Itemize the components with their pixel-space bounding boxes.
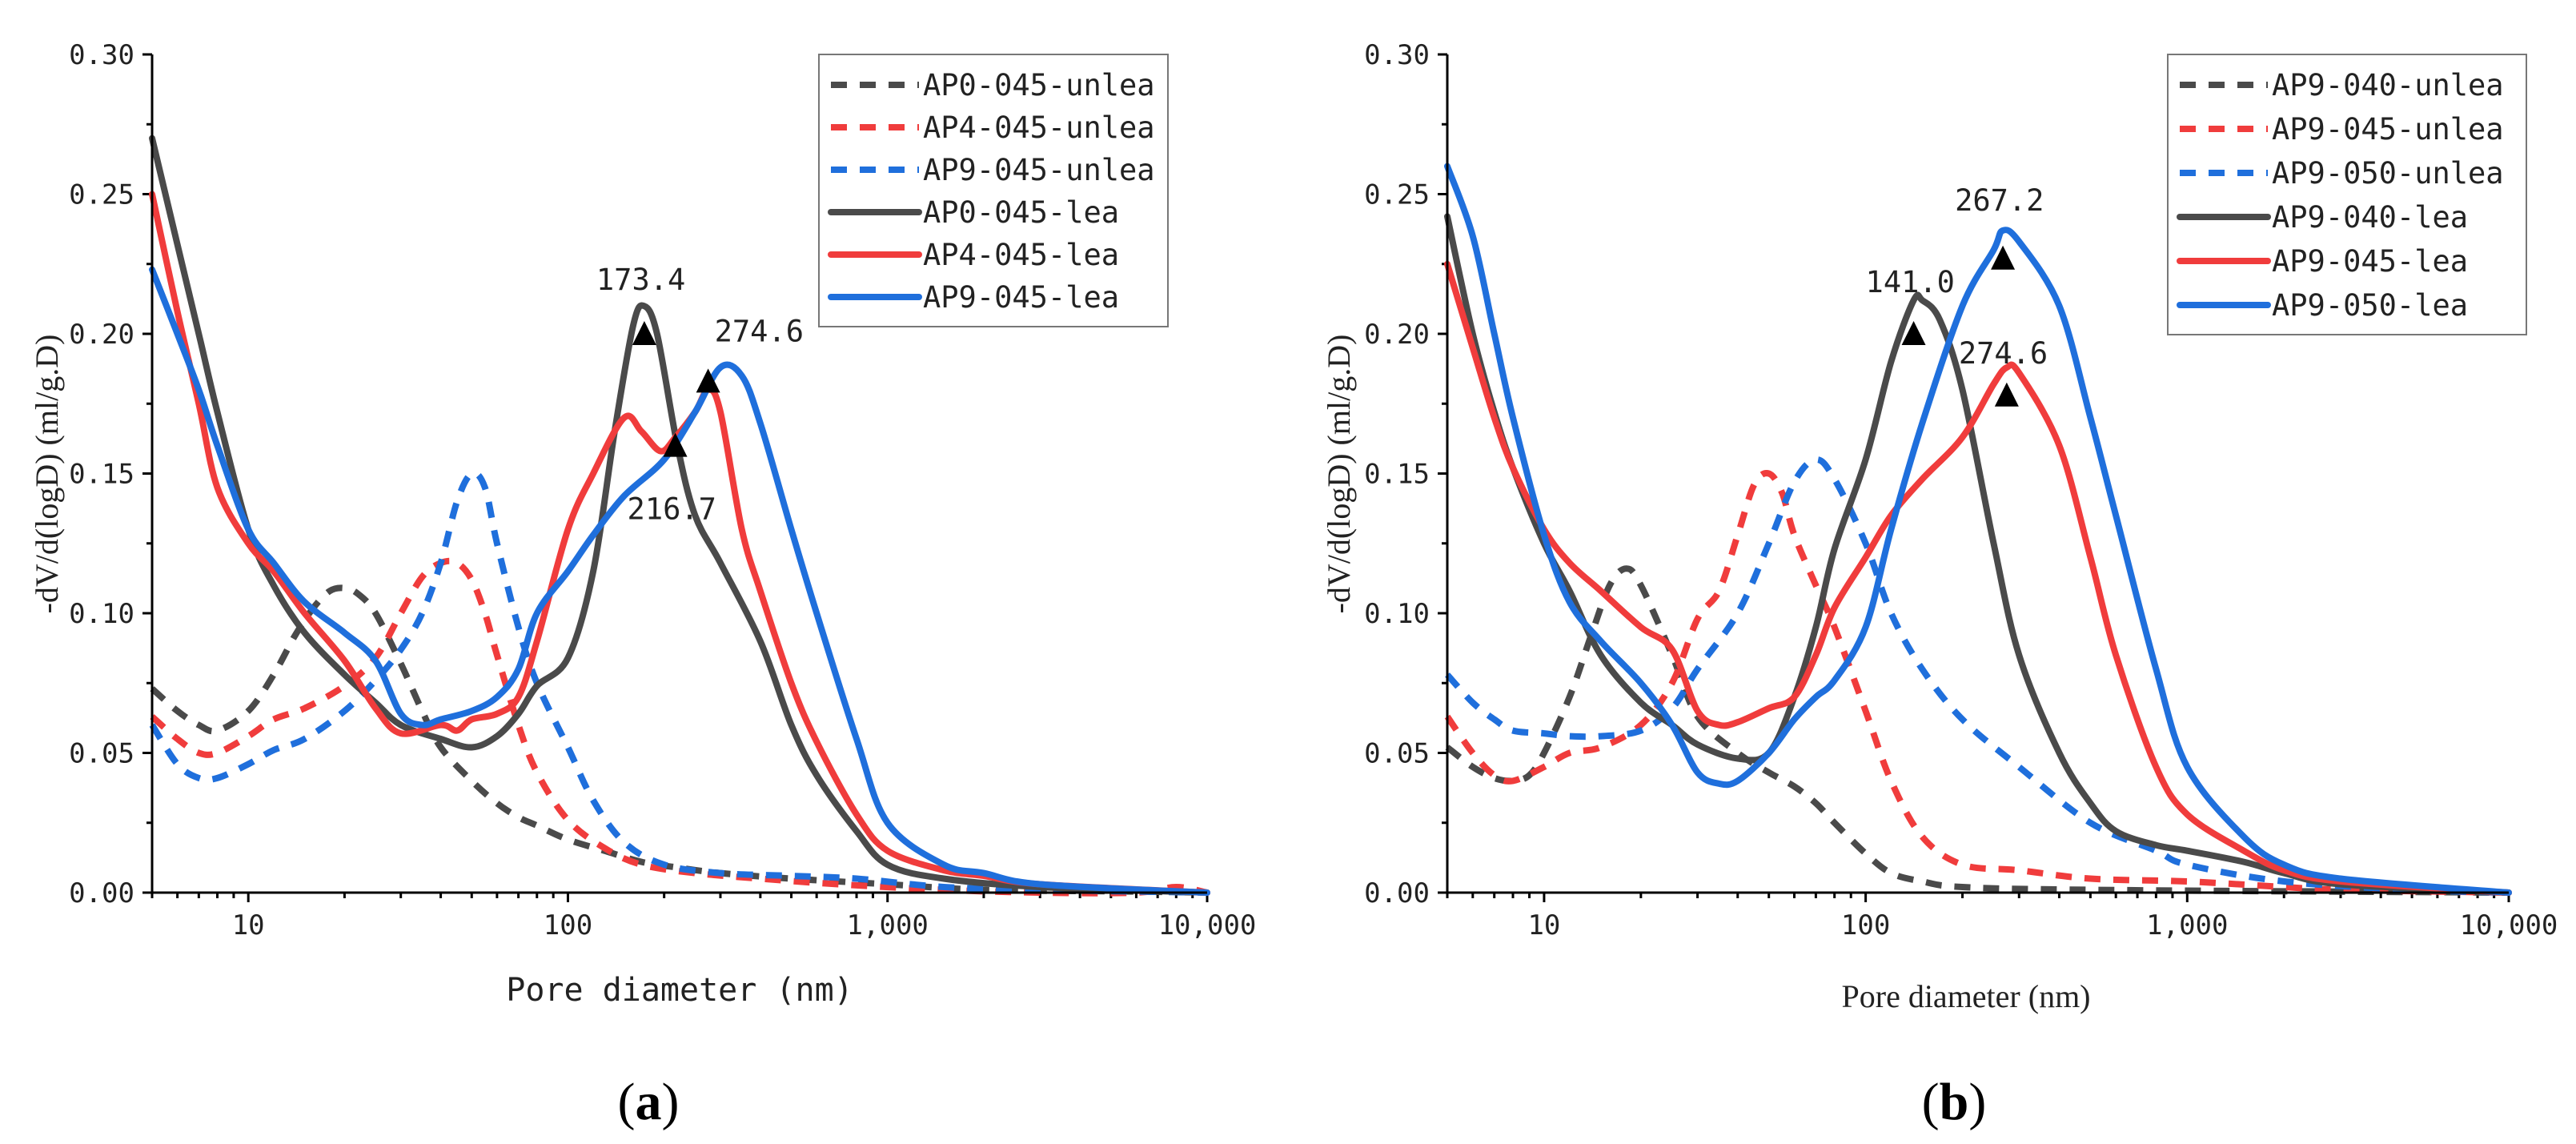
peak-label: 173.4 (596, 263, 685, 297)
legend-entry: AP9-040-unlea (2272, 68, 2504, 102)
peak-marker (1994, 382, 2019, 407)
panel-b-label: (b) (1922, 1073, 1987, 1131)
series-line (1444, 470, 2510, 896)
x-tick-label: 10 (1527, 909, 1560, 941)
peak-label: 274.6 (715, 314, 804, 348)
peak-label: 141.0 (1866, 265, 1955, 299)
x-tick-label: 10,000 (1158, 909, 1257, 941)
series-line (1445, 456, 2510, 896)
legend-entry: AP9-045-unlea (2272, 112, 2504, 147)
legend-entry: AP4-045-lea (923, 238, 1119, 272)
y-tick-label: 0.10 (1364, 598, 1430, 630)
peak-marker (632, 321, 656, 345)
y-tick-label: 0.05 (1364, 738, 1430, 770)
panel-a-series (149, 134, 1210, 897)
legend-entry: AP0-045-lea (923, 195, 1119, 230)
panel-b: 0.00 0.05 0.10 0.15 0.20 0.25 0.30 10 100 1,000 10… (1321, 39, 2558, 1131)
y-tick-label: 0.00 (1364, 877, 1430, 909)
panel-a-ylabel: -dV/d(logD) (ml/g.D) (29, 335, 65, 614)
panel-b-annotations: 141.0 267.2 274.6 (1866, 183, 2048, 371)
peak-marker (1901, 321, 1926, 345)
series-line (150, 584, 1208, 896)
legend-entry: AP4-045-unlea (923, 110, 1155, 145)
series-line (1444, 260, 2512, 896)
panel-a-legend: AP0-045-unlea AP4-045-unlea AP9-045-unlea A… (818, 54, 1169, 327)
series-line (1444, 163, 2512, 896)
y-tick-label: 0.15 (1364, 459, 1430, 491)
x-tick-label: 10,000 (2460, 909, 2558, 941)
legend-entry: AP9-045-unlea (923, 153, 1155, 187)
x-tick-label: 100 (1841, 909, 1890, 941)
panel-a-ticks: 0.00 0.05 0.10 0.15 0.20 0.25 0.30 10 100 1,000 10… (69, 39, 1256, 941)
panel-a-markers (632, 321, 720, 457)
series-line (149, 191, 1210, 896)
peak-label: 274.6 (1959, 336, 2048, 371)
legend-entry: AP9-050-lea (2272, 288, 2468, 323)
legend-entry: AP9-045-lea (2272, 244, 2468, 279)
panel-b-series (1444, 163, 2512, 896)
panel-b-xlabel: Pore diameter (nm) (1842, 978, 2091, 1014)
series-line (149, 134, 1210, 896)
panel-b-legend: AP9-040-unlea AP9-045-unlea AP9-050-unlea A… (2167, 54, 2527, 335)
peak-marker (1991, 245, 2016, 270)
panel-a-letter: a (636, 1073, 662, 1131)
legend-entry: AP9-040-lea (2272, 200, 2468, 235)
y-tick-label: 0.20 (69, 319, 134, 351)
series-line (149, 266, 1210, 896)
panel-a-annotations: 173.4 216.7 274.6 (596, 263, 804, 527)
legend-entry: AP9-050-unlea (2272, 156, 2504, 191)
legend-entry: AP0-045-unlea (923, 68, 1155, 102)
panel-b-ticks: 0.00 0.05 0.10 0.15 0.20 0.25 0.30 10 100 1,000 10… (1364, 39, 2558, 941)
peak-marker (696, 368, 720, 393)
panel-b-axes (1446, 54, 2509, 894)
peak-label: 216.7 (628, 492, 716, 527)
y-tick-label: 0.15 (69, 459, 134, 491)
series-line (149, 469, 1208, 896)
y-tick-label: 0.00 (69, 877, 134, 909)
x-tick-label: 1,000 (2146, 909, 2228, 941)
series-line (150, 557, 1208, 897)
panel-a: 0.00 0.05 0.10 0.15 0.20 0.25 0.30 10 100 1,000 10… (29, 39, 1256, 1131)
x-tick-label: 100 (544, 909, 592, 941)
y-tick-label: 0.30 (1364, 39, 1430, 71)
panel-a-axes (150, 54, 1207, 894)
panel-a-xlabel: Pore diameter (nm) (506, 972, 853, 1009)
y-tick-label: 0.05 (69, 738, 134, 770)
y-tick-label: 0.25 (1364, 179, 1430, 211)
x-tick-label: 10 (232, 909, 265, 941)
y-tick-label: 0.20 (1364, 319, 1430, 351)
panel-b-ylabel: -dV/d(logD) (ml/g.D) (1321, 335, 1357, 614)
legend-entry: AP9-045-lea (923, 280, 1119, 315)
panel-a-label: (a) (618, 1073, 680, 1131)
peak-label: 267.2 (1955, 183, 2044, 218)
x-tick-label: 1,000 (847, 909, 929, 941)
panel-b-markers (1901, 245, 2019, 407)
y-tick-label: 0.10 (69, 598, 134, 630)
y-tick-label: 0.30 (69, 39, 134, 71)
peak-marker (663, 432, 688, 457)
series-line (1444, 213, 2512, 896)
y-tick-label: 0.25 (69, 179, 134, 211)
panel-b-letter: b (1940, 1073, 1969, 1131)
